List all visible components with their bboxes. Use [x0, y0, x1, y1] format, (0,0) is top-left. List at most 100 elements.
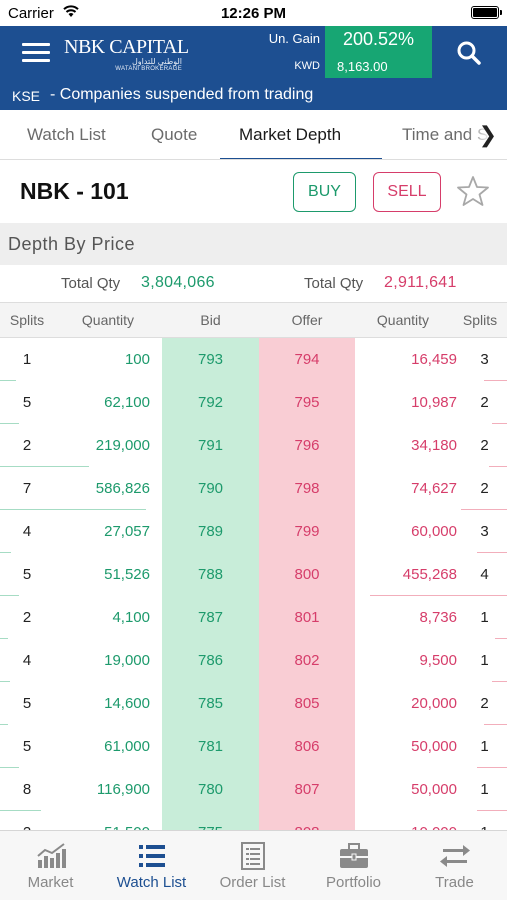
offer-splits: 4	[480, 566, 489, 583]
bid-price: 785	[197, 695, 224, 712]
offer-price: 808	[259, 824, 355, 830]
offer-splits: 1	[480, 738, 489, 755]
bid-splits: 2	[22, 609, 32, 626]
depth-table-header: Splits Quantity Bid Offer Quantity Split…	[0, 302, 507, 338]
depth-row[interactable]: 4 27,057 789 799 60,000 3	[0, 510, 507, 553]
bid-quantity: 51,526	[104, 566, 150, 583]
offer-quantity: 50,000	[411, 781, 457, 798]
bid-price: 788	[197, 566, 224, 583]
bid-cell-bg	[162, 596, 259, 639]
nav-trade-label: Trade	[435, 874, 474, 891]
bid-splits: 5	[22, 394, 32, 411]
offer-cell-bg	[259, 553, 355, 596]
depth-row[interactable]: 5 14,600 785 805 20,000 2	[0, 682, 507, 725]
tab-quote[interactable]: Quote	[151, 125, 198, 144]
offer-price: 800	[294, 566, 320, 583]
bid-price: 786	[197, 652, 224, 669]
bid-cell-bg	[162, 338, 259, 381]
offer-volume-bar	[477, 810, 507, 811]
col-offer-splits: Splits	[462, 312, 498, 328]
depth-row[interactable]: 4 19,000 786 802 9,500 1	[0, 639, 507, 682]
depth-row[interactable]: 8 116,900 780 807 50,000 1	[0, 768, 507, 811]
bid-splits: 4	[22, 652, 32, 669]
depth-row[interactable]: 5 61,000 781 806 50,000 1	[0, 725, 507, 768]
depth-row[interactable]: 2 4,100 787 801 8,736 1	[0, 596, 507, 639]
nav-portfolio[interactable]: Portfolio	[303, 831, 404, 900]
nav-market[interactable]: Market	[0, 831, 101, 900]
bid-quantity: 100	[124, 351, 150, 368]
depth-row[interactable]: 5 51,526 788 800 455,268 4	[0, 553, 507, 596]
search-icon[interactable]	[456, 40, 482, 66]
clock: 12:26 PM	[220, 5, 287, 22]
col-offer-quantity: Quantity	[376, 312, 430, 328]
nav-market-label: Market	[27, 874, 74, 891]
offer-splits: 1	[480, 781, 489, 798]
nav-order-list[interactable]: Order List	[202, 831, 303, 900]
offer-price: 796	[294, 437, 320, 454]
star-icon[interactable]	[456, 174, 490, 208]
bid-price: 789	[197, 523, 224, 540]
news-ticker[interactable]: KSE - Companies suspended from trading	[0, 84, 507, 110]
offer-quantity: 60,000	[411, 523, 457, 540]
gain-percent: 200.52%	[342, 29, 415, 49]
bid-volume-bar	[0, 767, 19, 768]
offer-cell-bg	[259, 381, 355, 424]
depth-row[interactable]: 7 586,826 790 798 74,627 2	[0, 467, 507, 510]
bid-quantity: 4,100	[112, 609, 150, 626]
nav-watch-list[interactable]: Watch List	[101, 831, 202, 900]
offer-quantity: 9,500	[419, 652, 457, 669]
hamburger-menu-icon[interactable]	[22, 43, 50, 63]
bid-quantity: 14,600	[104, 695, 150, 712]
depth-row[interactable]: 251,500 77580810,000 1	[0, 811, 507, 830]
logo-arabic-text: الوطني للتداول	[131, 57, 182, 66]
bid-quantity: 62,100	[104, 394, 150, 411]
nav-watch-list-label: Watch List	[116, 874, 187, 891]
offer-price: 807	[294, 781, 320, 798]
tab-market-depth[interactable]: Market Depth	[239, 125, 342, 144]
offer-cell-bg	[259, 639, 355, 682]
depth-row[interactable]: 1 100 793 794 16,459 3	[0, 338, 507, 381]
chevron-right-icon[interactable]: ❯	[478, 122, 497, 147]
bid-splits: 5	[22, 566, 32, 583]
offer-quantity: 50,000	[411, 738, 457, 755]
bid-cell-bg	[162, 467, 259, 510]
buy-button[interactable]: BUY	[293, 172, 356, 212]
bid-quantity: 116,900	[96, 781, 150, 798]
depth-table-body: 1 100 793 794 16,459 3 5 62,100 792 795 10,987 2 2 21…	[0, 338, 507, 830]
offer-cell-bg	[259, 424, 355, 467]
offer-splits: 1	[480, 652, 489, 669]
document-list-icon	[241, 842, 265, 870]
bid-splits: 5	[22, 695, 32, 712]
nav-trade[interactable]: Trade	[404, 831, 505, 900]
bid-volume-bar	[0, 595, 19, 596]
bid-quantity: 219,000	[95, 437, 150, 454]
bid-price: 781	[197, 738, 224, 755]
bid-quantity: 27,057	[104, 523, 150, 540]
list-icon	[139, 845, 165, 867]
tab-fade	[467, 110, 507, 159]
depth-row[interactable]: 5 62,100 792 795 10,987 2	[0, 381, 507, 424]
battery-icon	[471, 6, 502, 19]
bid-cell-bg	[162, 725, 259, 768]
nav-order-list-label: Order List	[219, 874, 286, 891]
offer-price: 801	[294, 609, 320, 626]
bid-price: 792	[197, 394, 224, 411]
tab-watch-list[interactable]: Watch List	[27, 125, 106, 144]
total-bid-qty: 3,804,066	[141, 274, 215, 291]
bid-splits: 2	[22, 437, 32, 454]
bid-splits: 2	[0, 824, 54, 830]
sell-button[interactable]: SELL	[373, 172, 441, 212]
bid-quantity: 61,000	[104, 738, 150, 755]
bid-cell-bg	[162, 682, 259, 725]
offer-volume-bar	[492, 681, 507, 682]
depth-row[interactable]: 2 219,000 791 796 34,180 2	[0, 424, 507, 467]
offer-price: 795	[294, 394, 320, 411]
offer-volume-bar	[484, 724, 507, 725]
offer-cell-bg	[259, 510, 355, 553]
bid-volume-bar	[0, 466, 89, 467]
bid-cell-bg	[162, 811, 259, 830]
offer-cell-bg	[259, 682, 355, 725]
offer-cell-bg	[259, 811, 355, 830]
logo-text: NBK CAPITAL	[64, 36, 189, 58]
col-offer: Offer	[291, 312, 323, 328]
